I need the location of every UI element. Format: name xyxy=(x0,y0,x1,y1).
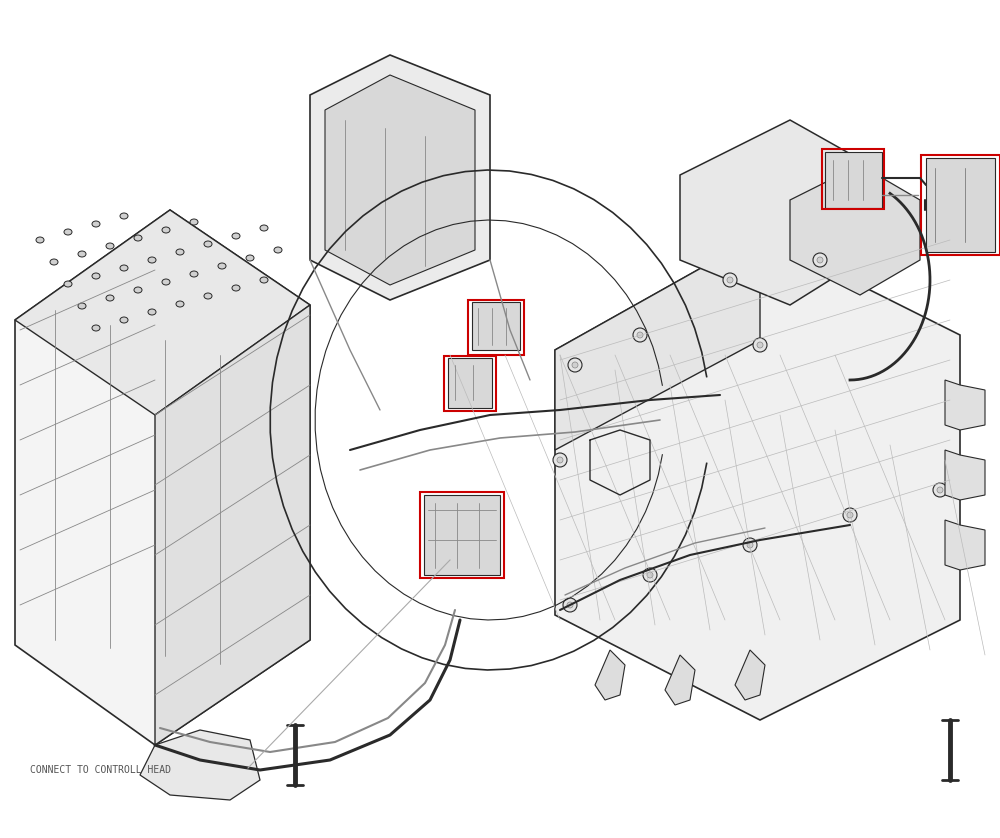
Polygon shape xyxy=(140,730,260,800)
Polygon shape xyxy=(325,75,475,285)
Polygon shape xyxy=(926,158,995,252)
Ellipse shape xyxy=(92,221,100,227)
Ellipse shape xyxy=(106,243,114,249)
Ellipse shape xyxy=(204,241,212,247)
Ellipse shape xyxy=(162,227,170,233)
Ellipse shape xyxy=(162,279,170,285)
Ellipse shape xyxy=(260,225,268,231)
Ellipse shape xyxy=(134,235,142,241)
Circle shape xyxy=(633,328,647,342)
Polygon shape xyxy=(945,520,985,570)
Ellipse shape xyxy=(148,309,156,315)
Circle shape xyxy=(843,508,857,522)
Ellipse shape xyxy=(148,257,156,263)
Circle shape xyxy=(572,362,578,368)
Circle shape xyxy=(817,257,823,263)
Bar xyxy=(420,492,504,578)
Polygon shape xyxy=(825,152,882,208)
Ellipse shape xyxy=(92,273,100,279)
Polygon shape xyxy=(448,358,492,408)
Polygon shape xyxy=(310,55,490,300)
Polygon shape xyxy=(472,302,520,350)
Ellipse shape xyxy=(190,219,198,225)
Polygon shape xyxy=(680,120,870,305)
Circle shape xyxy=(567,602,573,608)
Polygon shape xyxy=(595,650,625,700)
Polygon shape xyxy=(945,450,985,500)
Polygon shape xyxy=(735,650,765,700)
Ellipse shape xyxy=(176,301,184,307)
Ellipse shape xyxy=(204,293,212,299)
Ellipse shape xyxy=(92,325,100,331)
Ellipse shape xyxy=(64,281,72,287)
Polygon shape xyxy=(155,305,310,745)
Ellipse shape xyxy=(218,263,226,269)
Circle shape xyxy=(568,358,582,372)
Circle shape xyxy=(747,542,753,548)
Bar xyxy=(468,300,524,355)
Circle shape xyxy=(753,338,767,352)
Polygon shape xyxy=(424,495,500,575)
Circle shape xyxy=(743,538,757,552)
Circle shape xyxy=(557,457,563,463)
Ellipse shape xyxy=(78,251,86,257)
Polygon shape xyxy=(945,380,985,430)
Ellipse shape xyxy=(274,247,282,253)
Polygon shape xyxy=(555,235,960,720)
Circle shape xyxy=(727,277,733,283)
Ellipse shape xyxy=(50,259,58,265)
Ellipse shape xyxy=(106,295,114,301)
Polygon shape xyxy=(790,165,920,295)
Bar xyxy=(444,356,496,411)
Text: CONNECT TO CONTROLL HEAD: CONNECT TO CONTROLL HEAD xyxy=(30,765,171,775)
Ellipse shape xyxy=(232,233,240,239)
Circle shape xyxy=(933,483,947,497)
Circle shape xyxy=(563,598,577,612)
Polygon shape xyxy=(555,235,760,450)
Ellipse shape xyxy=(260,277,268,283)
Ellipse shape xyxy=(36,237,44,243)
Circle shape xyxy=(847,512,853,518)
Circle shape xyxy=(643,568,657,582)
Circle shape xyxy=(757,342,763,348)
Polygon shape xyxy=(665,655,695,705)
Polygon shape xyxy=(15,210,310,745)
Ellipse shape xyxy=(232,285,240,291)
Polygon shape xyxy=(15,210,310,415)
Circle shape xyxy=(553,453,567,467)
Ellipse shape xyxy=(64,229,72,235)
Bar xyxy=(822,149,884,209)
Ellipse shape xyxy=(190,271,198,277)
Circle shape xyxy=(813,253,827,267)
Ellipse shape xyxy=(176,249,184,255)
Circle shape xyxy=(723,273,737,287)
Ellipse shape xyxy=(246,255,254,261)
Ellipse shape xyxy=(120,317,128,323)
Ellipse shape xyxy=(120,213,128,219)
Ellipse shape xyxy=(134,287,142,293)
Bar xyxy=(921,155,1000,255)
Ellipse shape xyxy=(78,303,86,309)
Circle shape xyxy=(937,487,943,493)
Ellipse shape xyxy=(120,265,128,271)
Circle shape xyxy=(647,572,653,578)
Circle shape xyxy=(637,332,643,338)
